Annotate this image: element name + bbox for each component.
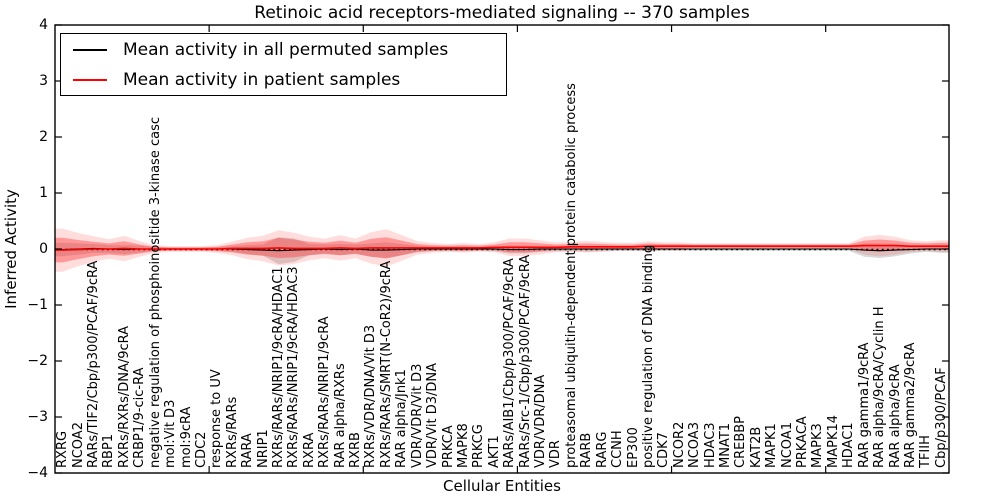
legend: Mean activity in all permuted samples Me… bbox=[60, 33, 507, 96]
x-tick-label: RXRA bbox=[301, 432, 317, 468]
legend-label-patient: Mean activity in patient samples bbox=[123, 69, 401, 90]
y-tick-label: 1 bbox=[39, 185, 48, 201]
x-tick-label: NCOR2 bbox=[671, 421, 687, 468]
x-tick-label: proteasomal ubiquitin-dependent protein … bbox=[563, 83, 579, 468]
x-tick-label: RARB bbox=[579, 432, 595, 468]
x-tick-label: MNAT1 bbox=[718, 422, 733, 468]
y-tick-label: −4 bbox=[27, 465, 48, 481]
x-tick-label: VDR/VDR/DNA bbox=[533, 374, 549, 468]
x-tick-label: mol:9cRA bbox=[178, 406, 194, 468]
x-tick-label: RARA bbox=[240, 433, 256, 468]
x-tick-label: RARs/AIB1/Cbp/p300/PCAF/9cRA bbox=[502, 258, 518, 468]
y-tick-label: −2 bbox=[27, 353, 48, 369]
x-tick-label: VDR/Vit D3/DNA bbox=[425, 362, 441, 468]
x-tick-label: positive regulation of DNA binding bbox=[640, 244, 656, 468]
x-tick-label: AKT1 bbox=[486, 435, 502, 468]
x-tick-label: MAPK8 bbox=[455, 423, 471, 468]
x-tick-label: MAPK1 bbox=[764, 423, 780, 468]
x-tick-label: HDAC1 bbox=[841, 422, 857, 468]
patient-std-band-outer bbox=[55, 228, 949, 272]
legend-item-permuted: Mean activity in all permuted samples bbox=[73, 39, 506, 61]
x-tick-label: RARs/TIF2/Cbp/p300/PCAF/9cRA bbox=[86, 260, 102, 468]
x-tick-label: RAR alpha/RXRs bbox=[332, 363, 348, 468]
legend-item-patient: Mean activity in patient samples bbox=[73, 69, 506, 91]
x-tick-label: response to UV bbox=[209, 369, 225, 468]
x-tick-label: MAPK3 bbox=[810, 423, 826, 468]
x-tick-label: CREBBP bbox=[733, 416, 749, 468]
x-tick-label: RXRs/RXRs/DNA/9cRA bbox=[116, 325, 132, 468]
permuted-std-band bbox=[55, 237, 949, 265]
x-axis-title: Cellular Entities bbox=[443, 477, 561, 495]
y-tick-label: 2 bbox=[39, 129, 48, 145]
y-tick-label: −1 bbox=[27, 297, 48, 313]
x-tick-label: RAR alpha/9cRA bbox=[887, 364, 903, 468]
x-tick-label: RAR alpha/Jnk1 bbox=[394, 369, 410, 468]
x-tick-label: KAT2B bbox=[748, 426, 764, 468]
x-tick-label: RXRs/RARs bbox=[224, 396, 240, 468]
y-tick-label: 3 bbox=[39, 73, 48, 89]
x-tick-label: PRKCA bbox=[440, 425, 456, 468]
x-tick-label: HDAC3 bbox=[702, 422, 718, 468]
x-tick-label: RARG bbox=[594, 431, 610, 468]
x-tick-label: RBP1 bbox=[101, 433, 117, 468]
y-tick-label: 0 bbox=[39, 241, 48, 257]
x-tick-label: RARs/Src-1/Cbp/p300/PCAF/9cRA bbox=[517, 254, 533, 468]
x-tick-label: PRKACA bbox=[795, 416, 811, 468]
x-tick-label: TFIIH bbox=[918, 435, 934, 468]
x-tick-label: PRKCG bbox=[471, 424, 487, 468]
patient-mean-line bbox=[55, 244, 949, 251]
x-tick-label: CDK7 bbox=[656, 432, 672, 468]
x-tick-label: CCNH bbox=[610, 430, 626, 468]
legend-line-black-icon bbox=[73, 48, 107, 51]
chart-title: Retinoic acid receptors-mediated signali… bbox=[254, 3, 750, 23]
x-tick-label: NCOA1 bbox=[779, 422, 795, 468]
legend-label-permuted: Mean activity in all permuted samples bbox=[123, 39, 449, 60]
x-tick-label: negative regulation of phosphoinositide … bbox=[147, 117, 163, 468]
x-tick-label: RXRG bbox=[55, 430, 71, 468]
x-tick-label: RXRs/RARs/NRIP1/9cRA bbox=[317, 316, 333, 468]
x-tick-label: RXRs/RARs/NRIP1/9cRA/HDAC1 bbox=[271, 266, 286, 468]
x-tick-label: VDR/VDR/Vit D3 bbox=[409, 363, 425, 468]
x-tick-label: EP300 bbox=[625, 427, 641, 468]
x-tick-label: CRBP1/9-cic-RA bbox=[132, 367, 148, 468]
y-tick-label: −3 bbox=[27, 409, 48, 425]
x-tick-label: RAR gamma2/9cRA bbox=[902, 342, 918, 468]
x-tick-label: NRIP1 bbox=[255, 429, 271, 468]
x-tick-label: CDC2 bbox=[193, 431, 209, 468]
legend-line-red-icon bbox=[73, 78, 107, 81]
x-tick-label: NCOA3 bbox=[687, 422, 703, 468]
x-tick-label: MAPK14 bbox=[825, 414, 841, 468]
x-tick-label: Cbp/p300/PCAF bbox=[933, 367, 949, 468]
x-tick-label: RXRs/RARs/NRIP1/9cRA/HDAC3 bbox=[286, 266, 302, 468]
x-tick-label: NCOA2 bbox=[70, 422, 86, 468]
x-tick-label: RAR alpha/9cRA/Cyclin H bbox=[872, 306, 888, 468]
x-tick-label: RXRB bbox=[348, 432, 364, 468]
x-tick-label: RAR gamma1/9cRA bbox=[856, 342, 872, 468]
x-tick-label: RXRs/VDR/DNA/Vit D3 bbox=[363, 324, 379, 468]
x-tick-label: RXRs/RARs/SMRT(N-CoR2)/9cRA bbox=[378, 260, 394, 468]
y-tick-label: 4 bbox=[39, 17, 48, 33]
x-tick-label: VDR bbox=[548, 440, 564, 468]
x-tick-label: mol:Vit D3 bbox=[163, 399, 179, 468]
